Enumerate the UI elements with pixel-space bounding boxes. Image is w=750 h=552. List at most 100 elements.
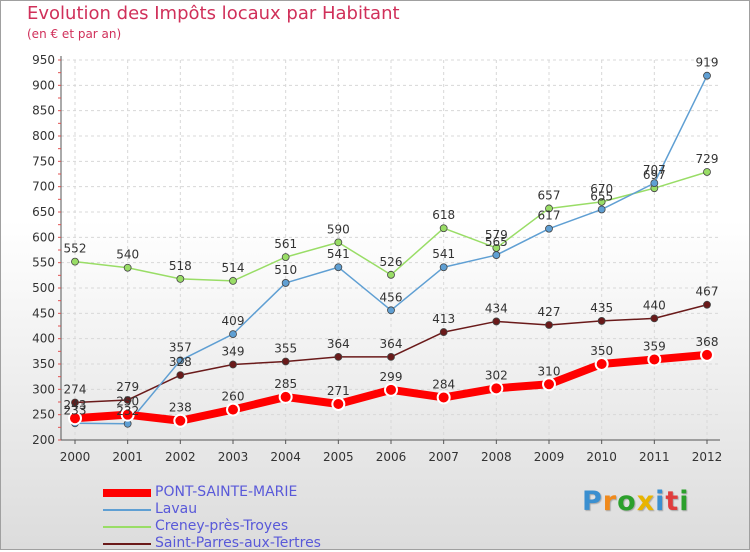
data-label: 456: [380, 290, 403, 304]
data-point: [703, 71, 711, 80]
data-label: 655: [590, 189, 613, 203]
y-tick-label: 650: [32, 205, 55, 219]
data-label: 518: [169, 259, 192, 273]
data-point: [123, 396, 132, 404]
data-point: [281, 253, 290, 261]
data-point: [542, 377, 556, 392]
data-point: [597, 317, 606, 325]
x-tick-label: 2009: [534, 450, 565, 464]
legend-label: Saint-Parres-aux-Tertres: [155, 535, 321, 551]
chart-title: Evolution des Impôts locaux par Habitant: [27, 3, 400, 24]
data-label: 540: [116, 248, 139, 262]
logo-letter: P: [582, 486, 603, 517]
data-label: 561: [274, 237, 297, 251]
data-point: [650, 314, 659, 323]
legend-label: Creney-près-Troyes: [155, 518, 289, 534]
y-tick-label: 350: [32, 357, 55, 371]
legend-swatch: [103, 526, 151, 528]
y-tick-label: 400: [32, 332, 55, 346]
data-point: [278, 389, 293, 404]
data-point: [492, 251, 501, 259]
data-point: [229, 330, 237, 339]
data-label: 552: [64, 242, 87, 256]
logo-letter: i: [679, 486, 690, 517]
y-tick-label: 200: [32, 433, 55, 447]
data-point: [545, 224, 553, 233]
data-label: 618: [432, 208, 455, 222]
data-point: [387, 353, 395, 361]
data-point: [334, 353, 343, 361]
data-point: [439, 224, 448, 233]
data-point: [331, 397, 346, 412]
x-tick-label: 2002: [165, 450, 196, 464]
data-label: 250: [116, 395, 139, 409]
y-tick-label: 900: [32, 78, 55, 92]
data-label: 299: [380, 370, 403, 384]
data-label: 435: [590, 301, 613, 315]
data-label: 285: [274, 377, 297, 391]
x-tick-label: 2004: [270, 450, 301, 464]
data-point: [439, 328, 448, 336]
data-label: 260: [222, 390, 245, 404]
data-label: 409: [222, 314, 245, 328]
chart-subtitle: (en € et par an): [27, 27, 122, 41]
data-label: 279: [116, 380, 139, 394]
data-point: [229, 360, 237, 369]
x-tick-label: 2001: [112, 450, 143, 464]
logo-letter: o: [617, 486, 637, 517]
legend-swatch: [103, 543, 151, 545]
data-point: [176, 274, 185, 283]
data-label: 233: [64, 403, 87, 417]
data-point: [597, 205, 606, 214]
data-point: [123, 263, 132, 272]
data-label: 617: [538, 209, 561, 223]
data-point: [334, 238, 343, 247]
data-label: 284: [432, 377, 455, 391]
data-point: [226, 402, 240, 417]
data-point: [281, 357, 290, 366]
y-tick-label: 500: [32, 281, 55, 295]
y-tick-label: 300: [32, 382, 55, 396]
x-tick-label: 2008: [481, 450, 512, 464]
legend-label: Lavau: [155, 501, 198, 517]
data-label: 274: [64, 383, 87, 397]
data-label: 729: [696, 152, 719, 166]
data-label: 467: [696, 285, 719, 299]
data-label: 232: [116, 404, 139, 418]
data-label: 579: [485, 228, 508, 242]
data-label: 427: [538, 305, 561, 319]
y-tick-label: 250: [32, 408, 55, 422]
data-point: [71, 257, 79, 266]
y-tick-label: 750: [32, 154, 55, 168]
data-point: [384, 382, 398, 397]
legend-swatch: [103, 509, 151, 511]
data-label: 243: [64, 398, 87, 412]
data-point: [387, 270, 395, 279]
data-label: 514: [222, 261, 245, 275]
data-label: 434: [485, 301, 508, 315]
data-label: 697: [643, 168, 666, 182]
data-label: 526: [380, 255, 403, 269]
data-point: [647, 352, 662, 367]
y-tick-label: 950: [32, 53, 55, 67]
data-label: 541: [327, 247, 350, 261]
data-label: 364: [380, 337, 403, 351]
data-label: 565: [485, 235, 508, 249]
data-label: 590: [327, 222, 350, 236]
data-point: [387, 306, 395, 315]
y-tick-label: 600: [32, 230, 55, 244]
data-label: 707: [643, 163, 666, 177]
data-label: 670: [590, 182, 613, 196]
data-point: [650, 179, 659, 188]
data-point: [594, 357, 609, 371]
data-label: 364: [327, 337, 350, 351]
x-tick-label: 2003: [218, 450, 249, 464]
data-label: 350: [590, 344, 613, 358]
data-label: 541: [432, 247, 455, 261]
proxiti-logo: Proxiti: [582, 486, 690, 517]
data-point: [545, 321, 553, 329]
data-point: [176, 356, 185, 365]
logo-letter: x: [636, 486, 656, 517]
